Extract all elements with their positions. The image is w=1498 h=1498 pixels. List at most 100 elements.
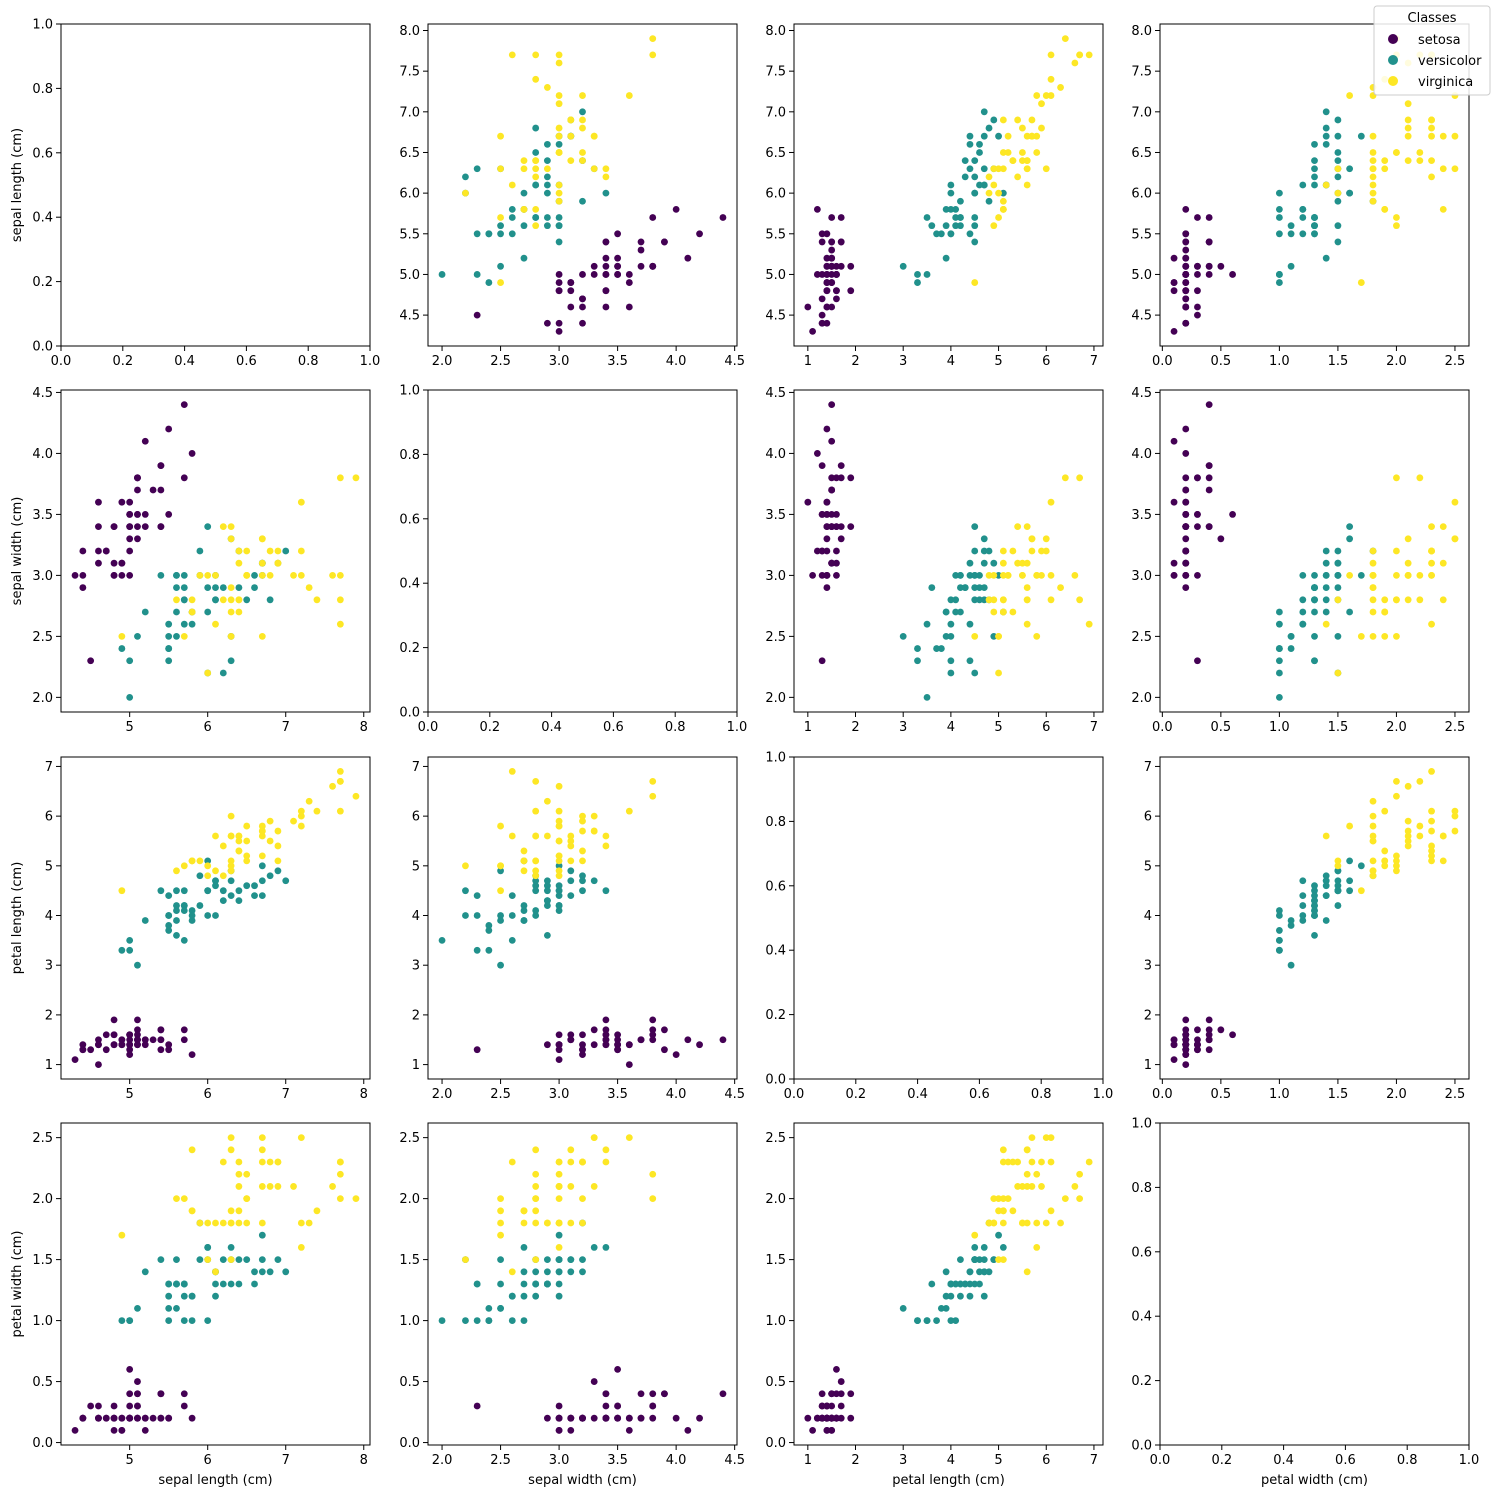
point-virginica	[1393, 547, 1400, 555]
x-tick-label: 3	[899, 1453, 907, 1468]
point-setosa	[1205, 486, 1213, 494]
point-virginica	[508, 832, 516, 840]
point-setosa	[833, 271, 840, 278]
point-virginica	[555, 1183, 563, 1190]
point-virginica	[1085, 1158, 1093, 1166]
y-tick-label: 2.5	[1131, 630, 1152, 645]
point-setosa	[614, 1046, 622, 1054]
point-versicolor	[555, 1268, 563, 1276]
point-versicolor	[980, 1292, 988, 1300]
point-virginica	[497, 165, 504, 173]
point-virginica	[227, 1207, 235, 1215]
point-setosa	[823, 271, 831, 278]
point-virginica	[1023, 523, 1031, 531]
point-virginica	[305, 797, 313, 805]
point-versicolor	[497, 961, 504, 969]
axes-frame	[1159, 1122, 1470, 1446]
point-setosa	[567, 1426, 575, 1434]
point-virginica	[1428, 857, 1435, 865]
point-virginica	[1023, 1268, 1031, 1276]
point-versicolor	[555, 214, 563, 221]
point-versicolor	[212, 1292, 219, 1300]
point-setosa	[818, 271, 826, 278]
point-virginica	[1038, 1183, 1045, 1190]
x-tick-label: 2.0	[432, 354, 453, 369]
point-virginica	[118, 887, 126, 895]
point-setosa	[79, 584, 87, 591]
point-setosa	[602, 1414, 610, 1422]
point-setosa	[157, 486, 165, 494]
point-versicolor	[957, 222, 964, 230]
point-virginica	[227, 596, 235, 604]
point-virginica	[1404, 116, 1412, 124]
point-versicolor	[251, 1268, 258, 1276]
y-tick-label: 3.0	[32, 569, 53, 584]
point-versicolor	[157, 887, 165, 895]
point-setosa	[649, 1031, 657, 1039]
point-setosa	[110, 1016, 118, 1024]
point-virginica	[1009, 1207, 1017, 1215]
point-versicolor	[1299, 596, 1307, 604]
point-versicolor	[212, 596, 219, 604]
point-setosa	[95, 559, 102, 567]
point-virginica	[219, 1158, 227, 1166]
point-setosa	[823, 1426, 831, 1434]
y-tick-label: 4.5	[765, 386, 786, 401]
point-versicolor	[532, 181, 540, 189]
point-setosa	[141, 511, 149, 518]
point-virginica	[235, 559, 243, 567]
point-virginica	[266, 547, 274, 555]
point-virginica	[1381, 847, 1389, 855]
point-versicolor	[590, 1244, 598, 1251]
y-tick-label: 7	[45, 760, 53, 775]
point-versicolor	[1275, 946, 1283, 954]
point-virginica	[1393, 777, 1400, 785]
point-virginica	[567, 116, 575, 124]
point-setosa	[555, 1402, 563, 1410]
point-versicolor	[188, 912, 196, 919]
point-versicolor	[141, 608, 149, 616]
point-virginica	[313, 596, 321, 604]
point-versicolor	[520, 1244, 528, 1251]
point-setosa	[661, 1046, 668, 1054]
point-virginica	[1004, 1158, 1012, 1166]
point-virginica	[497, 214, 504, 221]
point-versicolor	[532, 124, 540, 132]
point-versicolor	[1346, 523, 1354, 531]
point-versicolor	[485, 927, 493, 934]
point-versicolor	[1346, 857, 1354, 865]
point-setosa	[157, 523, 165, 531]
point-virginica	[1369, 584, 1377, 591]
x-tick-label: 2.5	[1445, 720, 1466, 735]
point-setosa	[567, 1414, 575, 1422]
axes-frame	[427, 1122, 738, 1446]
x-tick-label: 1.5	[1328, 1087, 1349, 1102]
point-setosa	[818, 571, 826, 579]
point-versicolor	[555, 882, 563, 890]
x-tick-label: 0.6	[236, 354, 257, 369]
point-setosa	[95, 523, 102, 531]
point-versicolor	[497, 1280, 504, 1288]
point-setosa	[590, 1041, 598, 1049]
point-versicolor	[1334, 157, 1342, 165]
point-versicolor	[937, 1304, 945, 1312]
point-versicolor	[952, 1280, 960, 1288]
point-virginica	[1369, 547, 1377, 555]
point-virginica	[180, 862, 188, 870]
point-virginica	[1393, 596, 1400, 604]
point-virginica	[1416, 596, 1424, 604]
point-virginica	[227, 832, 235, 840]
point-virginica	[497, 1195, 504, 1203]
point-setosa	[1182, 559, 1190, 567]
point-virginica	[1369, 822, 1377, 830]
point-setosa	[79, 1041, 87, 1049]
point-versicolor	[165, 1280, 173, 1288]
y-tick-label: 2	[45, 1008, 53, 1023]
point-virginica	[555, 149, 563, 156]
point-virginica	[1334, 189, 1342, 197]
point-virginica	[579, 1195, 586, 1203]
point-virginica	[625, 1134, 633, 1142]
point-setosa	[637, 1414, 645, 1422]
point-versicolor	[165, 645, 173, 652]
x-tick-label: 2.0	[432, 1087, 453, 1102]
